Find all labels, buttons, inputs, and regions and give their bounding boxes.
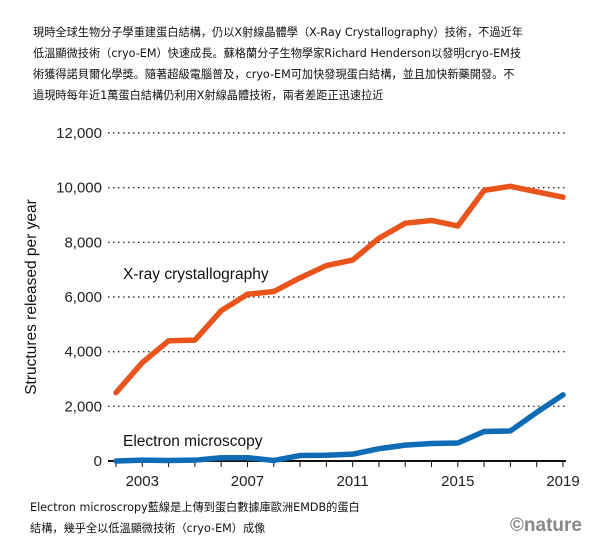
series-label-xray: X-ray crystallography [123,266,269,283]
footnote: Electron microscropy藍線是上傳到蛋白數據庫歐洲EMDB的蛋白… [30,497,360,539]
intro-text: 現時全球生物分子學重建蛋白結構，仍以X射線晶體學（X-Ray Crystallo… [33,22,578,106]
nature-logo: ©nature [509,515,582,536]
series-line-electron-microscopy [113,392,566,464]
y-tick-label: 8,000 [64,234,102,251]
x-tick-label: 2003 [126,473,159,490]
y-tick-label: 10,000 [56,180,102,197]
x-tick-label: 2011 [337,473,369,490]
x-tick-label: 2007 [231,473,264,490]
x-tick-label: 2015 [441,473,474,490]
y-tick-label: 4,000 [64,344,102,361]
footnote-line: Electron microscropy藍線是上傳到蛋白數據庫歐洲EMDB的蛋白 [30,501,360,514]
x-tick-label: 2019 [546,473,579,490]
intro-line: 術獲得諾貝爾化學獎。隨著超級電腦普及，cryo-EM可加快發現蛋白結構，並且加快… [33,68,515,81]
intro-line: 現時全球生物分子學重建蛋白結構，仍以X射線晶體學（X-Ray Crystallo… [33,26,523,39]
intro-line: 過現時每年近1萬蛋白結構仍利用X射線晶體技術，兩者差距正迅速拉近 [33,89,384,102]
y-axis-label: Structures released per year [23,199,40,395]
y-tick-label: 2,000 [64,398,102,415]
series-line-xray [113,183,566,396]
footnote-line: 結構，幾乎全以低溫顯微技術（cryo-EM）成像 [30,522,266,535]
intro-line: 低溫顯微技術（cryo-EM）快速成長。蘇格蘭分子生物學家Richard Hen… [33,47,522,60]
y-tick-label: 6,000 [64,289,102,306]
y-tick-label: 12,000 [56,125,102,142]
series-label-em: Electron microscopy [123,433,263,450]
y-tick-label: 0 [94,453,102,470]
